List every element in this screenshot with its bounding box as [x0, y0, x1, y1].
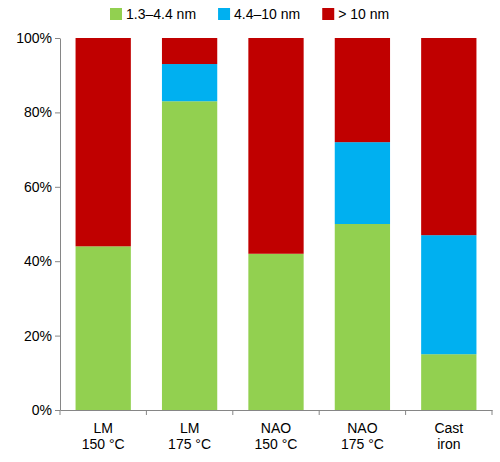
- y-tick-mark: [55, 38, 60, 39]
- y-tick: 40%: [24, 253, 60, 269]
- bar-segment: [76, 246, 131, 410]
- chart: 0%20%40%60%80%100%LM150 °CLM175 °CNAO150…: [0, 0, 500, 462]
- x-axis-line: [61, 410, 493, 411]
- x-tick-label: LM175 °C: [168, 420, 211, 453]
- legend-label: > 10 nm: [338, 6, 389, 22]
- bar-segment: [248, 254, 303, 410]
- bars: [76, 38, 477, 410]
- bar-segment: [248, 38, 303, 254]
- legend-swatch: [218, 8, 230, 20]
- x-tick: LM150 °C: [82, 410, 125, 452]
- x-tick-label-line: 175 °C: [341, 436, 384, 452]
- legend-swatch: [322, 8, 334, 20]
- y-tick-mark: [55, 336, 60, 337]
- x-tick-label-line: iron: [437, 436, 460, 452]
- bar-segment: [335, 142, 390, 224]
- y-axis: 0% 20% 40% 60% 80% 100%: [16, 30, 60, 418]
- y-tick: 0%: [32, 402, 60, 418]
- x-tick-label: Castiron: [434, 420, 463, 453]
- x-separator: [319, 410, 320, 415]
- legend-item: > 10 nm: [322, 6, 389, 22]
- y-tick-mark: [55, 261, 60, 262]
- x-tick-label-line: NAO: [261, 420, 291, 436]
- bar-segment: [162, 38, 217, 64]
- bar-segment: [421, 38, 476, 235]
- plot-area: 0%20%40%60%80%100%LM150 °CLM175 °CNAO150…: [16, 30, 492, 452]
- x-tick: Castiron: [434, 410, 463, 452]
- legend-label: 1.3–4.4 nm: [126, 6, 196, 22]
- y-tick: 100%: [16, 30, 60, 46]
- x-separator: [232, 410, 233, 415]
- y-tick-mark: [55, 410, 60, 411]
- bar-segment: [76, 38, 131, 246]
- y-tick: 60%: [24, 179, 60, 195]
- x-tick-label-line: Cast: [434, 420, 463, 436]
- x-tick: LM175 °C: [168, 410, 211, 452]
- x-tick: NAO175 °C: [341, 410, 384, 452]
- x-tick-label-line: NAO: [347, 420, 377, 436]
- y-tick-label: 40%: [24, 253, 52, 269]
- x-tick: NAO150 °C: [255, 410, 298, 452]
- x-tick-label-line: 150 °C: [255, 436, 298, 452]
- bar-segment: [335, 38, 390, 142]
- y-axis-line: [60, 39, 61, 411]
- y-tick-label: 0%: [32, 402, 52, 418]
- x-tick-label: NAO150 °C: [255, 420, 298, 453]
- legend-label: 4.4–10 nm: [234, 6, 300, 22]
- y-tick-label: 80%: [24, 104, 52, 120]
- legend: 1.3–4.4 nm 4.4–10 nm > 10 nm: [110, 6, 389, 22]
- y-tick-label: 20%: [24, 328, 52, 344]
- legend-item: 4.4–10 nm: [218, 6, 300, 22]
- x-separator: [60, 410, 61, 415]
- y-tick-label: 60%: [24, 179, 52, 195]
- x-tick-label: LM150 °C: [82, 420, 125, 453]
- y-tick-mark: [55, 187, 60, 188]
- legend-item: 1.3–4.4 nm: [110, 6, 196, 22]
- x-tick-label-line: LM: [180, 420, 199, 436]
- x-separator: [405, 410, 406, 415]
- bar-segment: [421, 354, 476, 410]
- y-tick-mark: [55, 112, 60, 113]
- x-axis: LM150 °CLM175 °CNAO150 °CNAO175 °CCastir…: [60, 410, 493, 452]
- bar-segment: [162, 64, 217, 101]
- bar-segment: [335, 224, 390, 410]
- x-tick-label-line: 150 °C: [82, 436, 125, 452]
- bar-segment: [162, 101, 217, 410]
- x-separator: [146, 410, 147, 415]
- x-tick-label-line: LM: [93, 420, 112, 436]
- bar-segment: [421, 235, 476, 354]
- x-separator: [492, 410, 493, 415]
- legend-swatch: [110, 8, 122, 20]
- x-tick-label-line: 175 °C: [168, 436, 211, 452]
- x-separators: [60, 410, 492, 415]
- y-tick: 20%: [24, 328, 60, 344]
- x-tick-label: NAO175 °C: [341, 420, 384, 453]
- y-tick-label: 100%: [16, 30, 52, 46]
- series: [76, 38, 477, 254]
- y-tick: 80%: [24, 104, 60, 120]
